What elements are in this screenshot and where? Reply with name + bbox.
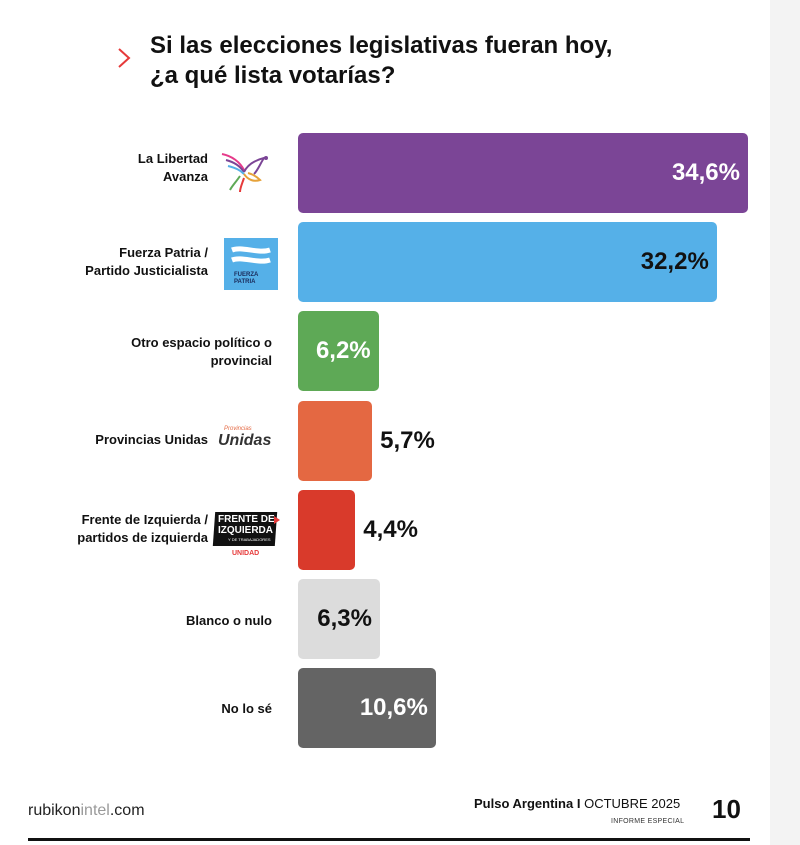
bar-provincias-unidas bbox=[298, 400, 373, 481]
bird-logo-icon bbox=[221, 153, 268, 193]
page-edge-strip bbox=[770, 0, 800, 845]
category-label-otro-espacio: Otro espacio político o provincial bbox=[131, 335, 272, 368]
bar-no-lo-se bbox=[298, 668, 436, 749]
bar-fuerza-patria bbox=[298, 222, 717, 303]
flag-logo-text-1: FUERZA bbox=[234, 272, 259, 278]
bar-frente-de-izquierda bbox=[298, 489, 356, 570]
chart-title: Si las elecciones legislativas fueran ho… bbox=[150, 31, 612, 91]
provincias-unidas-logo: Provincias Unidas bbox=[218, 426, 278, 454]
flag-logo-text-2: PATRIA bbox=[234, 279, 256, 285]
bar-la-libertad-avanza bbox=[298, 133, 748, 213]
fit-logo-line-2: IZQUIERDA bbox=[218, 525, 273, 536]
fit-logo-line-3: Y DE TRABAJADORES bbox=[228, 537, 271, 542]
value-label-blanco-o-nulo: 6,3% bbox=[317, 605, 372, 632]
flag-logo-icon: FUERZA PATRIA bbox=[224, 238, 278, 290]
fit-logo-line-1: FRENTE DE bbox=[218, 514, 275, 525]
category-label-provincias-unidas: Provincias Unidas bbox=[95, 432, 208, 447]
bar-otro-espacio bbox=[298, 311, 379, 392]
footer-divider bbox=[28, 838, 750, 841]
category-label-blanco-o-nulo: Blanco o nulo bbox=[186, 613, 272, 628]
value-label-provincias-unidas: 5,7% bbox=[380, 426, 435, 454]
footer-publication: Pulso Argentina I OCTUBRE 2025 bbox=[474, 796, 681, 811]
category-label-fuerza-patria: Fuerza Patria / Partido Justicialista bbox=[85, 245, 208, 278]
category-label-no-lo-se: No lo sé bbox=[221, 701, 272, 716]
title-line-2: ¿a qué lista votarías? bbox=[150, 62, 396, 89]
value-label-frente-de-izquierda: 4,4% bbox=[363, 515, 418, 543]
category-label-frente-de-izquierda: Frente de Izquierda / partidos de izquier… bbox=[77, 512, 208, 545]
category-label-la-libertad-avanza: La Libertad Avanza bbox=[137, 151, 208, 184]
chevron-right-icon bbox=[118, 48, 131, 68]
fit-logo: FRENTE DE IZQUIERDA Y DE TRABAJADORES UN… bbox=[212, 512, 280, 564]
provincias-unidas-logo-big: Unidas bbox=[218, 432, 272, 449]
value-label-la-libertad-avanza: 34,6% bbox=[671, 159, 740, 186]
footer-subtitle: INFORME ESPECIAL bbox=[611, 818, 685, 825]
page-number: 10 bbox=[712, 794, 741, 824]
title-line-1: Si las elecciones legislativas fueran ho… bbox=[150, 32, 613, 59]
value-label-no-lo-se: 10,6% bbox=[359, 694, 428, 722]
value-label-fuerza-patria: 32,2% bbox=[640, 248, 709, 276]
bar-blanco-o-nulo bbox=[298, 579, 380, 659]
footer-website: rubikonintel.com bbox=[28, 802, 145, 819]
provincias-unidas-logo-small: Provincias bbox=[224, 426, 252, 432]
value-label-otro-espacio: 6,2% bbox=[315, 337, 371, 365]
fit-logo-line-4: UNIDAD bbox=[232, 550, 260, 557]
